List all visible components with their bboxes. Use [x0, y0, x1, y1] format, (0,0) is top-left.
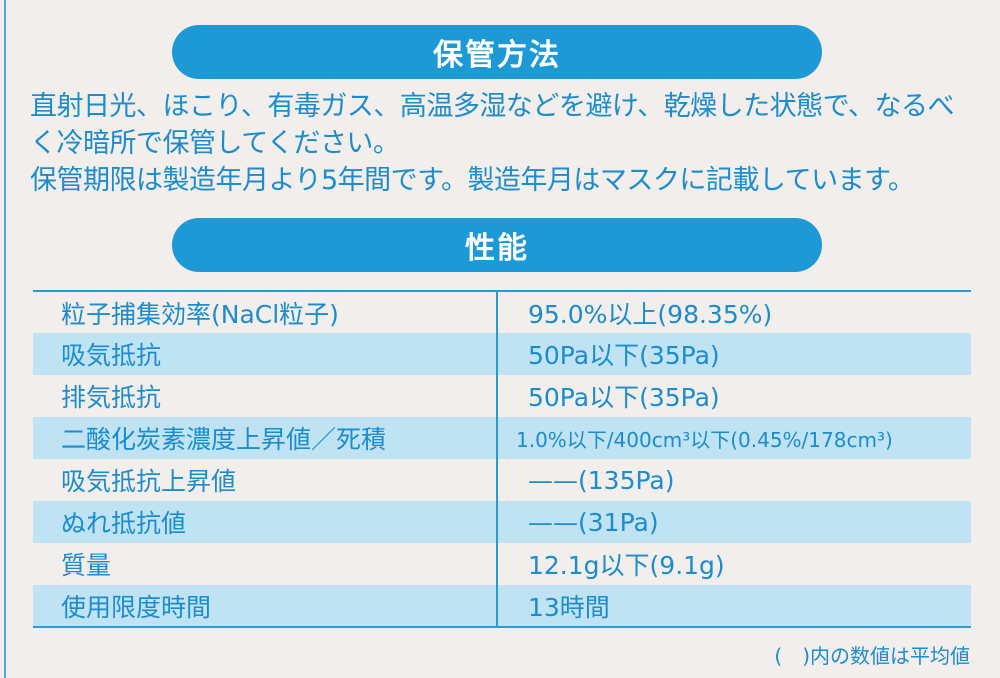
storage-instructions: 直射日光、ほこり、有毒ガス、高温多湿などを避け、乾燥した状態で、なるべ く冷暗所…: [30, 88, 1000, 199]
row-value: 50Pa以下(35Pa): [496, 375, 971, 417]
row-label: 粒子捕集効率(NaCl粒子): [61, 299, 339, 329]
table-row: 排気抵抗 50Pa以下(35Pa): [33, 375, 971, 417]
performance-title-banner: 性能: [172, 218, 822, 272]
row-value: 13時間: [496, 585, 971, 627]
row-label: 吸気抵抗: [33, 333, 497, 375]
table-row: 吸気抵抗上昇値 ——(135Pa): [33, 459, 971, 501]
table-row: 使用限度時間 13時間: [33, 585, 971, 627]
footnote: ( )内の数値は平均値: [774, 644, 970, 668]
row-label: 排気抵抗: [61, 383, 162, 412]
table-row: ぬれ抵抗値 ——(31Pa): [33, 501, 971, 543]
row-value: 50Pa以下(35Pa): [496, 333, 971, 375]
table-row: 質量 12.1g以下(9.1g): [33, 543, 971, 585]
row-label: 質量: [61, 551, 112, 580]
row-value: 1.0%以下/400cm³以下(0.45%/178cm³): [496, 417, 971, 459]
row-label: 吸気抵抗上昇値: [61, 467, 237, 496]
storage-title-banner: 保管方法: [172, 25, 822, 79]
performance-table: 粒子捕集効率(NaCl粒子) 95.0%以上(98.35%) 吸気抵抗 50Pa以下…: [33, 290, 971, 628]
row-value: 95.0%以上(98.35%): [496, 291, 971, 333]
storage-line: く冷暗所で保管してください。: [30, 128, 400, 159]
row-label: 使用限度時間: [33, 585, 497, 627]
left-border: [4, 0, 6, 678]
table-row: 二酸化炭素濃度上昇値／死積 1.0%以下/400cm³以下(0.45%/178cm…: [33, 417, 971, 459]
row-value: ——(31Pa): [496, 501, 971, 543]
storage-line: 保管期限は製造年月より5年間です。製造年月はマスクに記載しています。: [30, 165, 915, 196]
storage-line: 直射日光、ほこり、有毒ガス、高温多湿などを避け、乾燥した状態で、なるべ: [30, 91, 955, 122]
row-label: ぬれ抵抗値: [33, 501, 497, 543]
table-row: 粒子捕集効率(NaCl粒子) 95.0%以上(98.35%): [33, 291, 971, 333]
row-value: ——(135Pa): [496, 459, 971, 501]
row-label: 二酸化炭素濃度上昇値／死積: [33, 417, 497, 459]
row-value: 12.1g以下(9.1g): [496, 543, 971, 585]
table-row: 吸気抵抗 50Pa以下(35Pa): [33, 333, 971, 375]
